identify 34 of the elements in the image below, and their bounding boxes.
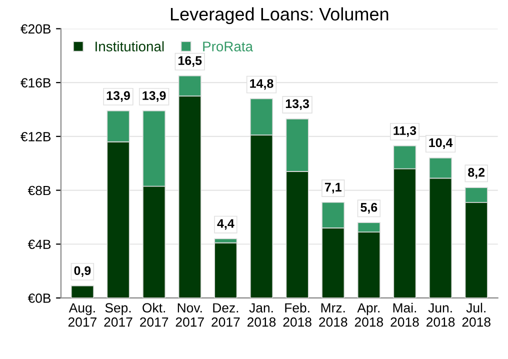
x-tick-label: Okt. 2017: [140, 302, 168, 327]
total-label: 4,4: [217, 219, 234, 230]
bar: [70, 285, 94, 298]
total-label: 7,1: [324, 182, 342, 194]
y-tick-label: €20B: [20, 24, 51, 34]
total-label: 13,9: [142, 91, 166, 102]
x-tick-label: Jan. 2018: [247, 303, 276, 327]
total-label: 8,2: [468, 168, 485, 179]
x-tick-label: Nov. 2017: [176, 303, 204, 327]
chart-title: Leveraged Loans: Volumen: [170, 7, 388, 24]
legend-label: ProRata: [203, 42, 253, 52]
x-tick-label: Jul. 2018: [462, 302, 490, 327]
total-label: 11,3: [394, 126, 416, 137]
y-tick-label: €0B: [28, 294, 51, 303]
legend-label: Institutional: [96, 41, 164, 52]
total-label: 5,6: [360, 202, 378, 214]
total-label: 10,4: [429, 138, 453, 149]
x-tick-label: Aug. 2017: [68, 303, 96, 327]
x-tick-label: Apr. 2018: [354, 303, 384, 327]
y-tick-label: €16B: [20, 78, 51, 88]
x-tick-label: Dez. 2017: [212, 303, 240, 327]
total-label: 13,3: [286, 99, 310, 110]
y-tick-label: €12B: [20, 132, 51, 142]
y-tick-label: €8B: [28, 186, 51, 196]
x-tick-label: Sep. 2017: [104, 303, 132, 327]
x-tick-label: Feb. 2018: [283, 302, 312, 327]
x-tick-label: Mai. 2018: [390, 302, 419, 327]
x-tick-label: Jun. 2018: [426, 303, 455, 327]
x-tick-label: Mrz. 2018: [319, 303, 348, 327]
total-label: 13,9: [106, 91, 130, 102]
total-label: 0,9: [74, 266, 91, 277]
total-label: 14,8: [250, 79, 274, 90]
y-tick-label: €4B: [28, 240, 51, 250]
total-label: 16,5: [178, 56, 202, 67]
